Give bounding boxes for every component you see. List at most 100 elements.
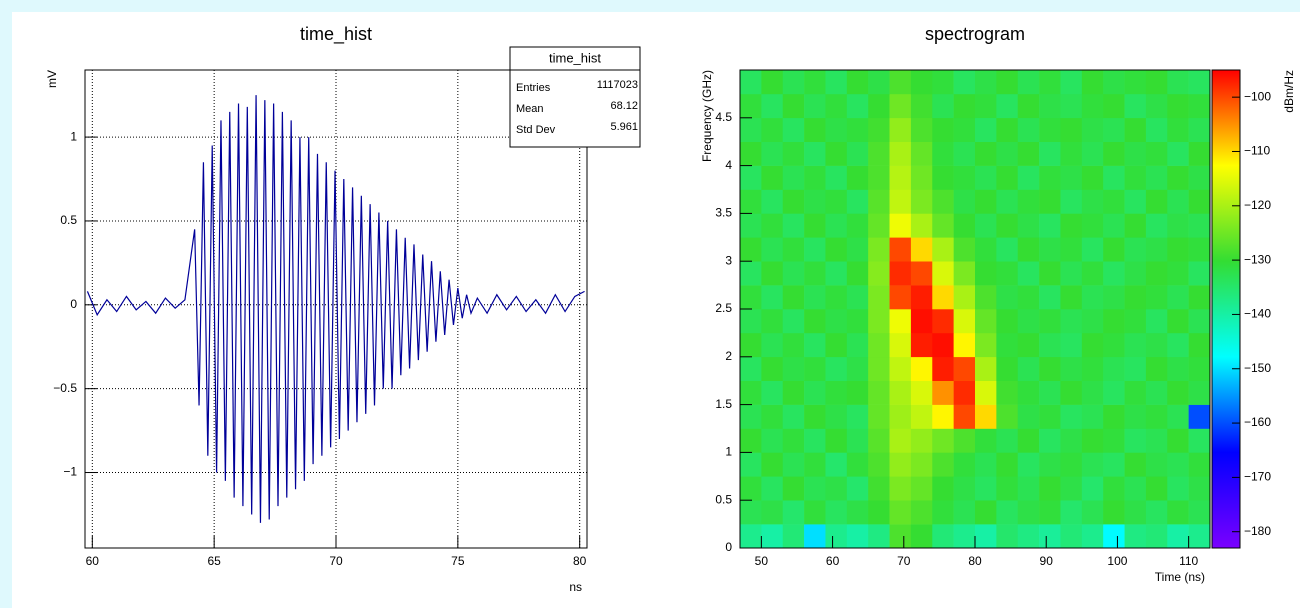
y-tick-label: 0 bbox=[725, 540, 732, 554]
heatmap-cell bbox=[761, 237, 784, 262]
heatmap-cell bbox=[1060, 70, 1083, 95]
heatmap-cell bbox=[1124, 261, 1147, 286]
heatmap-cell bbox=[825, 404, 848, 429]
heatmap-cell bbox=[910, 237, 933, 262]
z-tick-label: −100 bbox=[1244, 89, 1271, 103]
heatmap-cell bbox=[953, 332, 976, 358]
heatmap-cell bbox=[975, 213, 997, 238]
heatmap-cell bbox=[1188, 70, 1211, 95]
heatmap-cell bbox=[1124, 213, 1147, 238]
heatmap-cell bbox=[868, 356, 890, 381]
heatmap-cell bbox=[889, 524, 912, 549]
heatmap-cell bbox=[1145, 165, 1168, 190]
heatmap-cell bbox=[953, 428, 976, 453]
heatmap-cell bbox=[1145, 309, 1168, 334]
heatmap-cell bbox=[889, 452, 912, 477]
heatmap-cell bbox=[804, 70, 826, 95]
heatmap-cell bbox=[825, 285, 848, 310]
heatmap-cell bbox=[932, 356, 954, 381]
heatmap-cell bbox=[1145, 452, 1168, 477]
heatmap-cell bbox=[761, 93, 784, 119]
heatmap-cell bbox=[932, 261, 954, 286]
heatmap-cell bbox=[782, 404, 805, 429]
heatmap-cell bbox=[932, 93, 954, 119]
heatmap-cell bbox=[953, 117, 976, 142]
stats-value: 5.961 bbox=[610, 121, 638, 133]
heatmap-cell bbox=[1167, 380, 1189, 405]
heatmap-cell bbox=[1145, 285, 1168, 310]
heatmap-cell bbox=[996, 141, 1019, 166]
heatmap-cell bbox=[825, 93, 848, 119]
heatmap-cell bbox=[804, 261, 826, 286]
heatmap-cell bbox=[932, 380, 954, 405]
heatmap-cell bbox=[953, 261, 976, 286]
heatmap-cell bbox=[846, 237, 869, 262]
x-axis-label: ns bbox=[569, 580, 582, 594]
heatmap-cell bbox=[1103, 500, 1125, 525]
heatmap-cell bbox=[889, 500, 912, 525]
heatmap-cell bbox=[846, 404, 869, 429]
heatmap-cell bbox=[1145, 356, 1168, 381]
heatmap-cell bbox=[1039, 285, 1061, 310]
heatmap-cell bbox=[782, 500, 805, 525]
heatmap-cell bbox=[846, 70, 869, 95]
x-tick-label: 100 bbox=[1107, 554, 1127, 568]
heatmap-cell bbox=[1039, 165, 1061, 190]
heatmap-cell bbox=[889, 285, 912, 310]
heatmap-cell bbox=[1188, 117, 1211, 142]
heatmap-cell bbox=[1188, 476, 1211, 501]
heatmap-cell bbox=[761, 189, 784, 214]
heatmap-cell bbox=[1081, 428, 1104, 453]
heatmap-cell bbox=[910, 428, 933, 453]
heatmap-cell bbox=[740, 356, 762, 381]
heatmap-cell bbox=[761, 285, 784, 310]
heatmap-cell bbox=[846, 428, 869, 453]
heatmap-cell bbox=[782, 380, 805, 405]
heatmap-cell bbox=[996, 500, 1019, 525]
heatmap-cell bbox=[1039, 70, 1061, 95]
heatmap-cell bbox=[1060, 189, 1083, 214]
heatmap-cell bbox=[1081, 117, 1104, 142]
heatmap-cell bbox=[1103, 476, 1125, 501]
heatmap-cell bbox=[953, 380, 976, 405]
heatmap-cell bbox=[804, 404, 826, 429]
heatmap-cell bbox=[1103, 213, 1125, 238]
heatmap-cell bbox=[804, 452, 826, 477]
heatmap-cell bbox=[1103, 404, 1125, 429]
heatmap-cell bbox=[782, 189, 805, 214]
heatmap-cell bbox=[996, 309, 1019, 334]
heatmap-cell bbox=[761, 500, 784, 525]
y-tick-label: 4 bbox=[725, 158, 732, 172]
heatmap-cell bbox=[868, 332, 890, 358]
z-axis-label: dBm/Hz bbox=[1282, 70, 1296, 113]
heatmap-cell bbox=[1103, 70, 1125, 95]
heatmap-cell bbox=[975, 452, 997, 477]
heatmap-cell bbox=[804, 237, 826, 262]
heatmap-cell bbox=[953, 285, 976, 310]
heatmap-cell bbox=[975, 237, 997, 262]
heatmap-cell bbox=[846, 500, 869, 525]
heatmap-cell bbox=[846, 285, 869, 310]
heatmap-cell bbox=[825, 237, 848, 262]
heatmap-cell bbox=[996, 237, 1019, 262]
heatmap-cell bbox=[1103, 332, 1125, 358]
heatmap-cell bbox=[953, 93, 976, 119]
heatmap-cell bbox=[825, 356, 848, 381]
heatmap-cell bbox=[761, 332, 784, 358]
heatmap-cell bbox=[889, 380, 912, 405]
heatmap-cell bbox=[1145, 476, 1168, 501]
heatmap-cell bbox=[804, 285, 826, 310]
y-tick-label: 2.5 bbox=[715, 301, 732, 315]
heatmap-cell bbox=[1124, 452, 1147, 477]
heatmap-cell bbox=[1124, 189, 1147, 214]
heatmap-cell bbox=[1017, 70, 1040, 95]
heatmap-cell bbox=[910, 189, 933, 214]
y-axis-label: mV bbox=[45, 70, 59, 88]
heatmap-cell bbox=[932, 189, 954, 214]
heatmap-cell bbox=[889, 70, 912, 95]
heatmap-cell bbox=[1124, 380, 1147, 405]
heatmap-cell bbox=[868, 213, 890, 238]
heatmap-cell bbox=[975, 141, 997, 166]
heatmap-cell bbox=[1017, 285, 1040, 310]
